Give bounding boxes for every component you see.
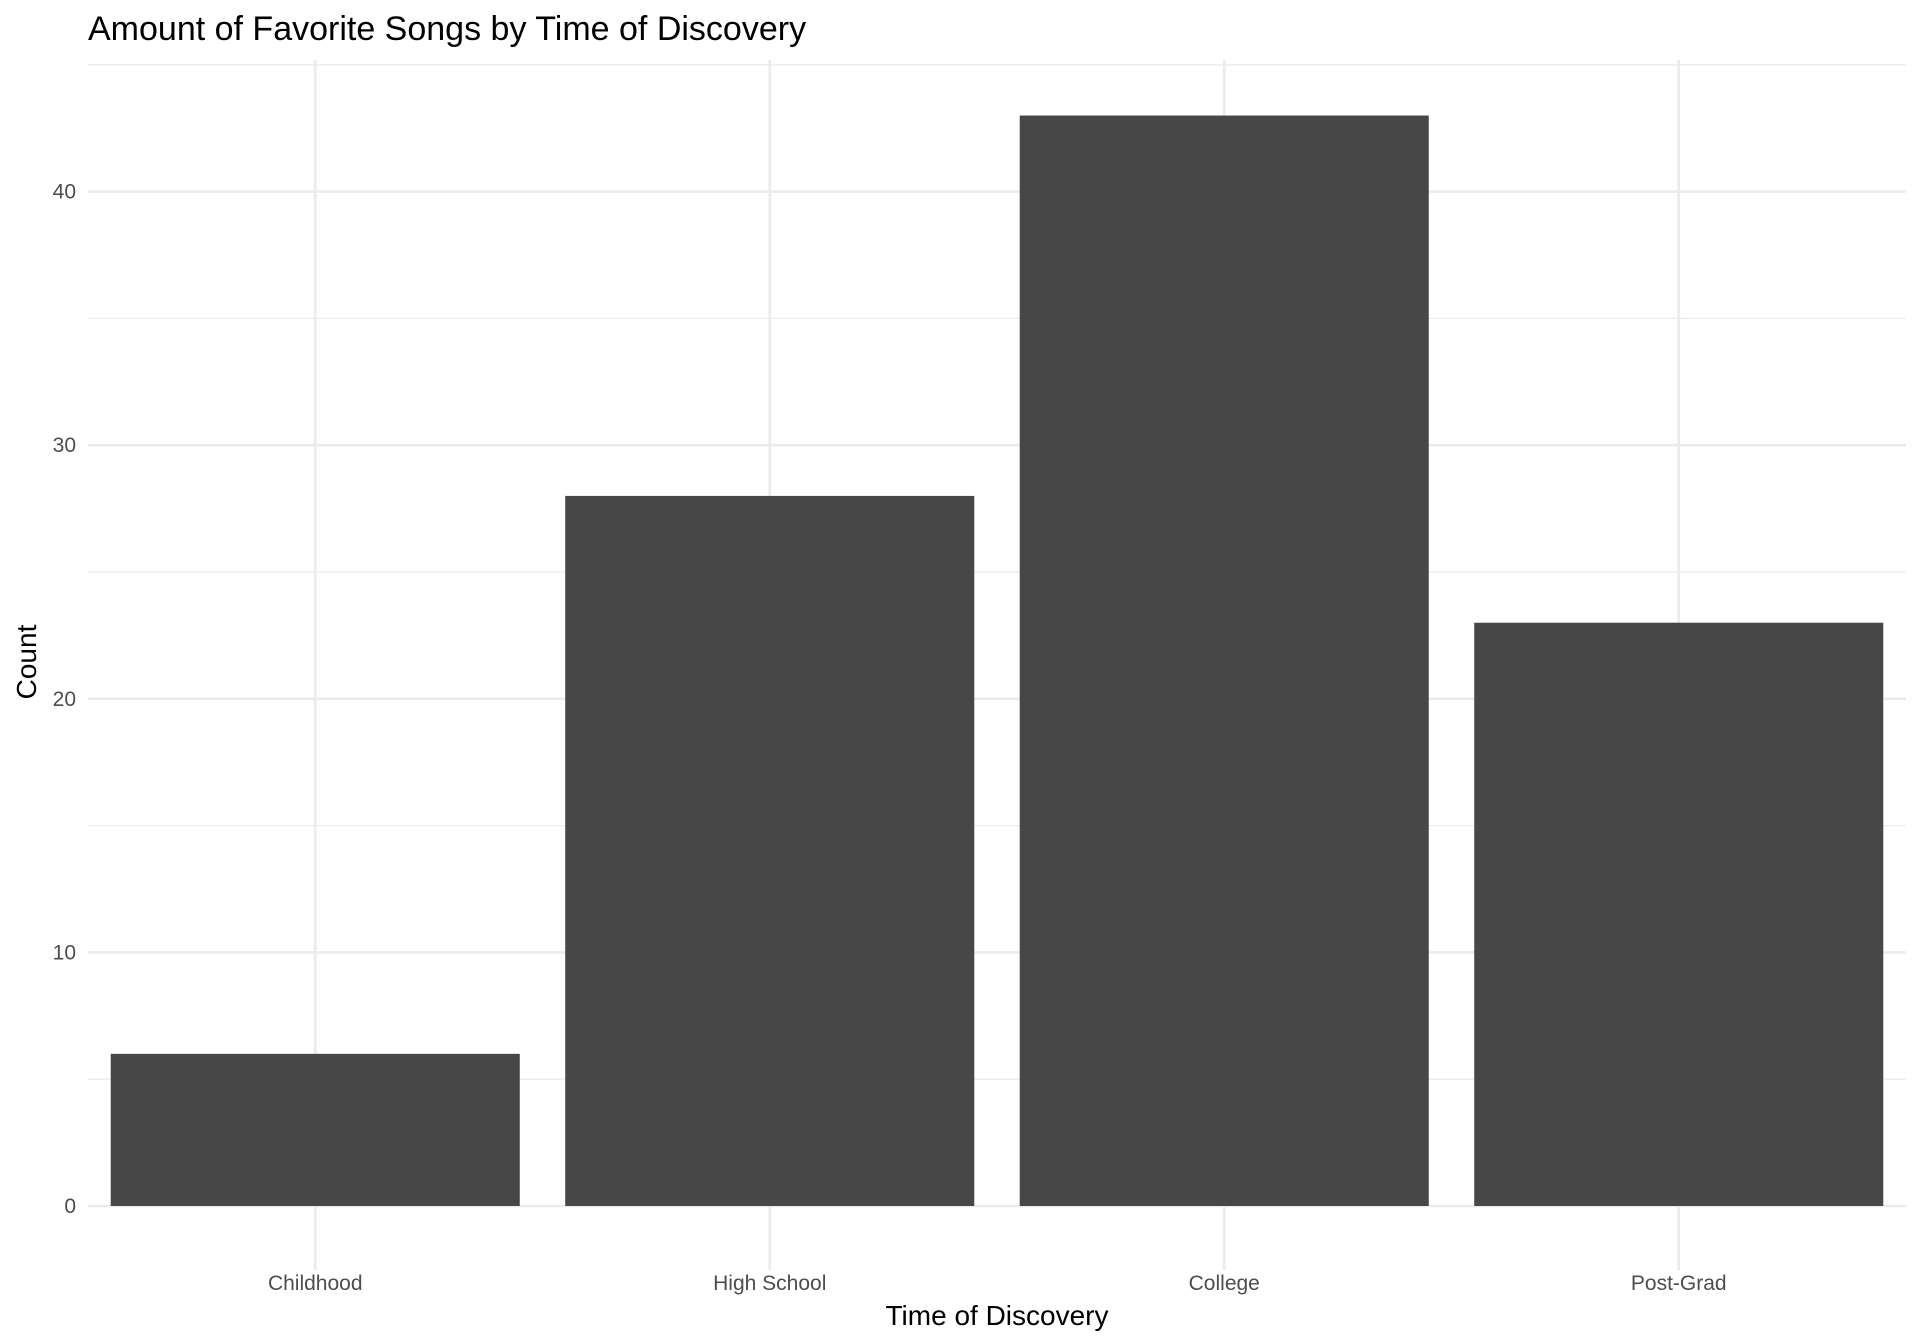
y-tick-label: 30	[53, 434, 76, 457]
y-tick-label: 10	[53, 941, 76, 964]
x-tick-label: College	[1189, 1272, 1260, 1295]
chart-title: Amount of Favorite Songs by Time of Disc…	[88, 10, 806, 48]
y-axis-tick-labels: 0 10 20 30 40	[53, 181, 76, 1218]
bar-post-grad	[1474, 622, 1884, 1206]
y-axis-title: Count	[11, 624, 42, 699]
bar-high-school	[565, 495, 975, 1206]
x-tick-label: Childhood	[268, 1272, 363, 1295]
y-tick-label: 40	[53, 181, 76, 204]
bars	[110, 115, 1884, 1206]
x-axis-tick-labels: Childhood High School College Post-Grad	[268, 1272, 1727, 1295]
bar-college	[1019, 115, 1429, 1206]
bar-childhood	[110, 1053, 520, 1206]
y-tick-label: 0	[64, 1195, 76, 1218]
x-tick-label: Post-Grad	[1631, 1272, 1727, 1295]
x-axis-title: Time of Discovery	[885, 1300, 1108, 1331]
y-tick-label: 20	[53, 688, 76, 711]
x-tick-label: High School	[713, 1272, 826, 1295]
